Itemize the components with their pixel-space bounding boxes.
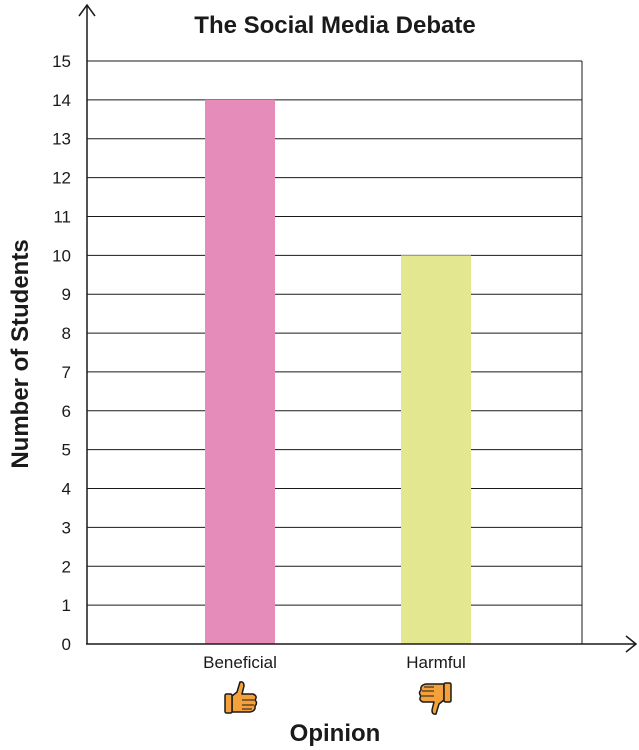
chart-title: The Social Media Debate xyxy=(194,12,475,39)
y-axis-title: Number of Students xyxy=(7,239,34,468)
category-icons xyxy=(224,681,452,715)
axes xyxy=(78,3,638,653)
x-category-label: Beneficial xyxy=(203,653,277,672)
thumbs-up-icon xyxy=(224,681,258,714)
x-axis-arrow xyxy=(625,635,638,653)
x-category-labels: Beneficial Harmful xyxy=(203,653,466,672)
thumbs-down-icon xyxy=(418,682,452,715)
y-tick-label: 7 xyxy=(62,363,71,382)
y-tick-label: 4 xyxy=(62,480,71,499)
y-tick-label: 0 xyxy=(62,635,71,654)
y-tick-label: 6 xyxy=(62,402,71,421)
y-tick-label: 1 xyxy=(62,596,71,615)
bar-beneficial xyxy=(205,99,275,644)
bar-harmful xyxy=(401,255,471,645)
y-tick-label: 14 xyxy=(52,91,71,110)
y-tick-label: 12 xyxy=(52,169,71,188)
y-tick-label: 13 xyxy=(52,130,71,149)
y-tick-label: 9 xyxy=(62,285,71,304)
x-category-label: Harmful xyxy=(406,653,466,672)
gridlines xyxy=(87,60,583,644)
y-tick-label: 2 xyxy=(62,557,71,576)
y-tick-label: 3 xyxy=(62,518,71,537)
y-tick-label: 11 xyxy=(53,207,71,226)
y-tick-label: 15 xyxy=(52,52,71,71)
y-tick-label: 5 xyxy=(62,441,71,460)
y-axis-arrow xyxy=(78,3,96,17)
bars xyxy=(205,99,471,645)
y-tick-label: 8 xyxy=(62,324,71,343)
x-axis-title: Opinion xyxy=(290,720,381,747)
y-tick-label: 10 xyxy=(52,246,71,265)
